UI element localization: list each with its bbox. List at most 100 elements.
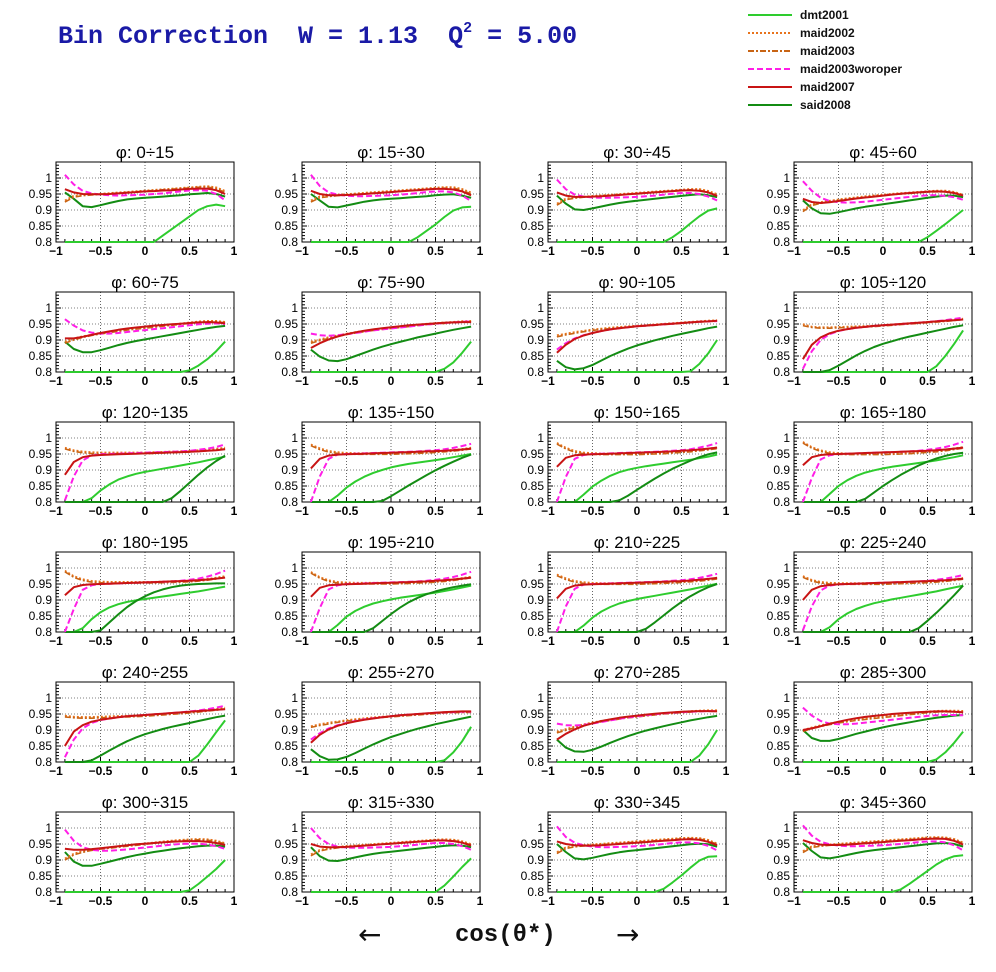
chart-title: Bin Correction W = 1.13 Q2 = 5.00 (58, 20, 577, 51)
x-tick-label: −1 (787, 374, 801, 388)
series-line-maid2007 (802, 318, 964, 360)
legend: dmt2001 maid2002 maid2003 maid2003woroper ma… (744, 6, 990, 118)
series-line-said2008 (556, 451, 718, 503)
series-line-said2008 (310, 453, 472, 503)
panel: 0.8 0.85 0.9 0.95 1 −1 −0.5 0 0.5 1 φ: 330÷345 (521, 793, 730, 908)
series-line-dmt2001 (64, 859, 226, 893)
y-tick-label: 0.85 (767, 479, 791, 493)
y-tick-label: 0.8 (35, 495, 52, 509)
x-tick-label: −1 (541, 244, 555, 258)
panel-title: φ: 0÷15 (116, 143, 174, 162)
x-tick-label: −0.5 (89, 374, 113, 388)
series-line-dmt2001 (310, 340, 472, 373)
series-line-said2008 (802, 324, 964, 373)
series-line-said2008 (310, 193, 472, 209)
x-tick-label: 0.5 (673, 634, 690, 648)
y-tick-label: 1 (537, 691, 544, 705)
x-tick-label: −0.5 (89, 764, 113, 778)
y-tick-label: 0.9 (527, 723, 544, 737)
series-line-maid2007 (64, 321, 226, 340)
x-tick-label: 0 (880, 504, 887, 518)
x-tick-label: 0.5 (919, 244, 936, 258)
panel: 0.8 0.85 0.9 0.95 1 −1 −0.5 0 0.5 1 φ: 300÷315 (29, 793, 238, 908)
x-tick-label: 0 (634, 504, 641, 518)
series-line-said2008 (310, 325, 472, 363)
y-tick-label: 0.95 (521, 707, 545, 721)
panel: 0.8 0.85 0.9 0.95 1 −1 −0.5 0 0.5 1 φ: 135÷150 (275, 403, 484, 518)
series-line-said2008 (556, 193, 718, 211)
x-tick-label: −0.5 (581, 374, 605, 388)
panel-title: φ: 285÷300 (840, 663, 927, 682)
y-tick-label: 1 (537, 821, 544, 835)
y-tick-label: 0.9 (773, 723, 790, 737)
y-tick-label: 0.8 (773, 495, 790, 509)
y-tick-label: 0.9 (773, 853, 790, 867)
series-line-maid2007 (310, 321, 472, 349)
panel-title: φ: 225÷240 (840, 533, 927, 552)
panel-title: φ: 15÷30 (357, 143, 425, 162)
y-tick-label: 0.85 (767, 219, 791, 233)
legend-label: maid2002 (800, 26, 855, 40)
x-tick-label: −0.5 (827, 374, 851, 388)
series-line-maid2007 (310, 576, 472, 598)
y-tick-label: 1 (45, 691, 52, 705)
panel: 0.8 0.85 0.9 0.95 1 −1 −0.5 0 0.5 1 φ: 240÷255 (29, 663, 238, 778)
y-tick-label: 0.8 (773, 625, 790, 639)
series-line-maid2003woroper (64, 174, 226, 202)
series-line-dmt2001 (556, 729, 718, 763)
x-tick-label: 1 (969, 244, 976, 258)
panel: 0.8 0.85 0.9 0.95 1 −1 −0.5 0 0.5 1 φ: 90÷105 (521, 273, 730, 388)
x-tick-label: −1 (541, 894, 555, 908)
x-tick-label: −1 (295, 374, 309, 388)
legend-swatch (748, 14, 792, 16)
series-line-dmt2001 (310, 453, 472, 503)
x-tick-label: 1 (231, 634, 238, 648)
series-line-dmt2001 (64, 585, 226, 633)
y-tick-label: 0.95 (275, 317, 299, 331)
x-tick-label: −0.5 (581, 634, 605, 648)
x-tick-label: 0 (388, 894, 395, 908)
series-line-said2008 (310, 715, 472, 761)
y-tick-label: 0.9 (35, 723, 52, 737)
y-tick-label: 0.9 (35, 333, 52, 347)
panel-title: φ: 105÷120 (840, 273, 927, 292)
x-tick-label: 0 (634, 764, 641, 778)
series-line-said2008 (802, 714, 964, 742)
panel-title: φ: 315÷330 (348, 793, 435, 812)
x-tick-label: 0.5 (919, 894, 936, 908)
series-line-dmt2001 (64, 719, 226, 763)
series-line-maid2002 (310, 186, 472, 202)
panel-title: φ: 270÷285 (594, 663, 681, 682)
y-tick-label: 1 (783, 171, 790, 185)
series-line-said2008 (802, 194, 964, 215)
x-tick-label: 1 (231, 894, 238, 908)
y-tick-label: 0.95 (521, 447, 545, 461)
x-tick-label: 0 (880, 894, 887, 908)
x-tick-label: 0 (880, 634, 887, 648)
x-tick-label: 0.5 (427, 634, 444, 648)
y-tick-label: 0.85 (29, 869, 53, 883)
legend-label: said2008 (800, 98, 851, 112)
panel: 0.8 0.85 0.9 0.95 1 −1 −0.5 0 0.5 1 φ: 105÷120 (767, 273, 976, 388)
panel-title: φ: 165÷180 (840, 403, 927, 422)
x-tick-label: 1 (477, 634, 484, 648)
x-tick-label: 0 (388, 244, 395, 258)
y-tick-label: 0.9 (527, 333, 544, 347)
y-tick-label: 0.95 (521, 577, 545, 591)
panel: 0.8 0.85 0.9 0.95 1 −1 −0.5 0 0.5 1 φ: 225÷240 (767, 533, 976, 648)
x-tick-label: −0.5 (827, 764, 851, 778)
y-tick-label: 0.9 (281, 463, 298, 477)
y-tick-label: 0.85 (275, 349, 299, 363)
x-tick-label: −1 (49, 374, 63, 388)
x-tick-label: −1 (295, 634, 309, 648)
panel-title: φ: 75÷90 (357, 273, 425, 292)
y-tick-label: 0.85 (521, 479, 545, 493)
x-tick-label: −1 (49, 244, 63, 258)
legend-item-dmt2001: dmt2001 (744, 6, 990, 24)
y-tick-label: 0.95 (29, 187, 53, 201)
y-tick-label: 0.9 (773, 593, 790, 607)
y-tick-label: 1 (537, 431, 544, 445)
y-tick-label: 1 (291, 691, 298, 705)
y-tick-label: 0.95 (521, 837, 545, 851)
series-line-maid2007 (802, 710, 964, 731)
